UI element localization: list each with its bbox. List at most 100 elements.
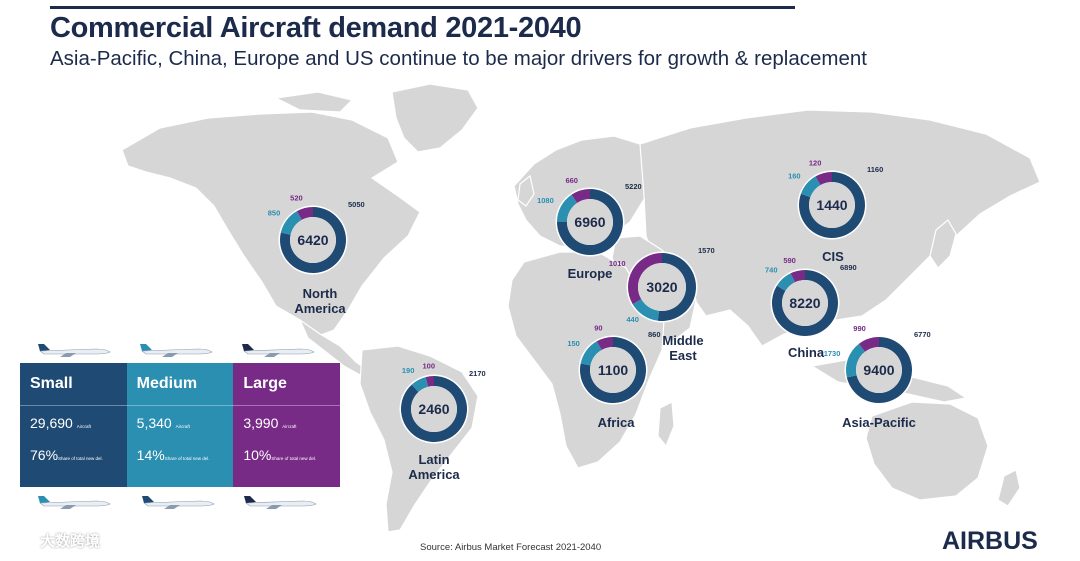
donut-cis-small-segment	[798, 172, 865, 239]
region-label-line: North	[302, 286, 338, 301]
donut-latin-america: 2170 190 100 2460	[399, 361, 486, 444]
donut-asia-pacific-large-value: 990	[853, 324, 866, 333]
land-uk	[517, 174, 535, 207]
region-label-north-america: North America	[294, 286, 345, 316]
legend-small-header: Small	[30, 375, 73, 392]
region-label-line: China	[787, 345, 825, 360]
donut-north-america-total: 6420	[297, 232, 328, 248]
donut-cis-large-segment	[815, 172, 832, 186]
legend-small-body: 29,690 Aircraft 76%Share of total new de…	[20, 405, 127, 487]
donut-cis-total: 1440	[816, 197, 847, 213]
donut-center	[567, 199, 613, 245]
region-label-asia-pacific: Asia-Pacific	[842, 415, 916, 430]
source-note: Source: Airbus Market Forecast 2021-2040	[420, 542, 602, 553]
region-label-line: America	[408, 467, 460, 482]
donut-asia-pacific-large-segment	[858, 337, 879, 352]
legend-medium-count: 5,340 Aircraft	[136, 415, 190, 431]
region-label-middle-east: Middle East	[662, 333, 703, 363]
medium-aircraft-icon	[142, 496, 215, 509]
legend-divider	[20, 405, 127, 406]
donut-china-large-segment	[790, 270, 805, 283]
donut-africa-total: 1100	[598, 362, 629, 378]
donut-cis-medium-value: 160	[788, 172, 801, 181]
land-australia	[865, 401, 989, 501]
donut-africa: 860 150 90 1100	[567, 323, 661, 405]
legend-large: Large 3,990 Aircraft 10%Share of total n…	[233, 363, 341, 487]
donut-cis: 1160 160 120 1440	[788, 158, 883, 240]
donut-latin-america-small-segment	[401, 376, 468, 442]
legend-medium: Medium 5,340 Aircraft 14%Share of total …	[126, 363, 234, 487]
donut-middle-east-small-segment	[657, 253, 696, 321]
donut-africa-medium-value: 150	[567, 339, 580, 348]
land-arctic-canada	[274, 91, 354, 113]
donut-north-america-large-segment	[296, 207, 313, 220]
region-label-china: China	[788, 345, 824, 360]
donut-europe: 5220 1080 660 6960	[537, 176, 642, 257]
land-madagascar	[657, 401, 675, 448]
region-label-europe: Europe	[568, 266, 613, 281]
region-label-line: CIS	[822, 249, 844, 264]
donut-center	[411, 386, 457, 432]
donut-europe-medium-segment	[557, 194, 578, 222]
donut-asia-pacific-total: 9400	[863, 362, 894, 378]
donut-middle-east-large-value: 1010	[609, 259, 626, 268]
legend-small-count: 29,690 Aircraft	[30, 415, 91, 431]
region-label-latin-america: Latin America	[408, 452, 459, 482]
donut-latin-america-total: 2460	[418, 401, 449, 417]
donut-north-america: 5050 850 520 6420	[268, 193, 365, 275]
donut-north-america-small-value: 5050	[348, 200, 365, 209]
donut-north-america-large-value: 520	[290, 193, 303, 202]
donut-north-america-medium-value: 850	[268, 208, 281, 217]
donut-asia-pacific-medium-segment	[845, 343, 865, 378]
donut-middle-east: 1570 440 1010 3020	[609, 246, 715, 324]
region-label-africa: Africa	[598, 415, 635, 430]
watermark-text: 大数跨境	[40, 533, 101, 550]
land-new-zealand	[997, 469, 1021, 507]
donut-center	[638, 263, 686, 311]
legend-large-body: 3,990 Aircraft 10%Share of total new del…	[233, 405, 340, 487]
legend-small: Small 29,690 Aircraft 76%Share of total …	[20, 363, 127, 487]
donut-china-medium-value: 740	[765, 266, 778, 275]
region-label-line: Latin	[418, 452, 450, 467]
legend-medium-header: Medium	[136, 375, 198, 392]
land-japan	[929, 219, 957, 269]
legend-large-header: Large	[243, 375, 287, 392]
donut-europe-small-segment	[557, 189, 623, 256]
page-subtitle: Asia-Pacific, China, Europe and US conti…	[50, 47, 867, 70]
small-aircraft-icon	[38, 344, 111, 357]
donut-center	[809, 182, 855, 228]
page-title: Commercial Aircraft demand 2021-2040	[50, 12, 582, 44]
donut-middle-east-small-value: 1570	[698, 246, 715, 255]
donut-latin-america-large-segment	[425, 376, 434, 387]
region-label-line: Europe	[567, 266, 613, 281]
donut-north-america-medium-segment	[280, 211, 302, 235]
donut-middle-east-medium-value: 440	[626, 315, 639, 324]
donut-africa-small-value: 860	[648, 330, 661, 339]
donut-china-small-segment	[772, 270, 839, 337]
region-label-line: Africa	[597, 415, 635, 430]
donut-asia-pacific-small-segment	[846, 337, 912, 404]
donut-africa-small-segment	[580, 337, 646, 403]
legend-divider	[233, 405, 341, 406]
donut-center	[590, 347, 636, 393]
region-label-cis: CIS	[822, 249, 844, 264]
donut-africa-large-value: 90	[594, 323, 602, 332]
watermark: 大数跨境	[10, 530, 100, 551]
region-label-line: East	[669, 348, 697, 363]
land-north-america	[121, 111, 421, 337]
top-rule	[50, 6, 795, 9]
legend-small-share: 76%Share of total new del.	[30, 447, 103, 463]
donut-cis-small-value: 1160	[867, 165, 883, 174]
donut-europe-total: 6960	[574, 214, 605, 230]
donut-europe-large-segment	[571, 189, 590, 203]
donut-middle-east-total: 3020	[646, 279, 677, 295]
donut-latin-america-medium-value: 190	[402, 366, 415, 375]
donut-china-medium-segment	[776, 273, 795, 291]
donut-cis-medium-segment	[800, 176, 821, 198]
donut-center	[290, 217, 336, 263]
region-label-line: Middle	[662, 333, 704, 348]
regional-donut-charts: 5050 850 520 6420 2170 190 100 2460 5220 1080 660 6…	[268, 158, 931, 444]
donut-middle-east-medium-segment	[632, 299, 660, 321]
donut-latin-america-small-value: 2170	[469, 369, 486, 378]
